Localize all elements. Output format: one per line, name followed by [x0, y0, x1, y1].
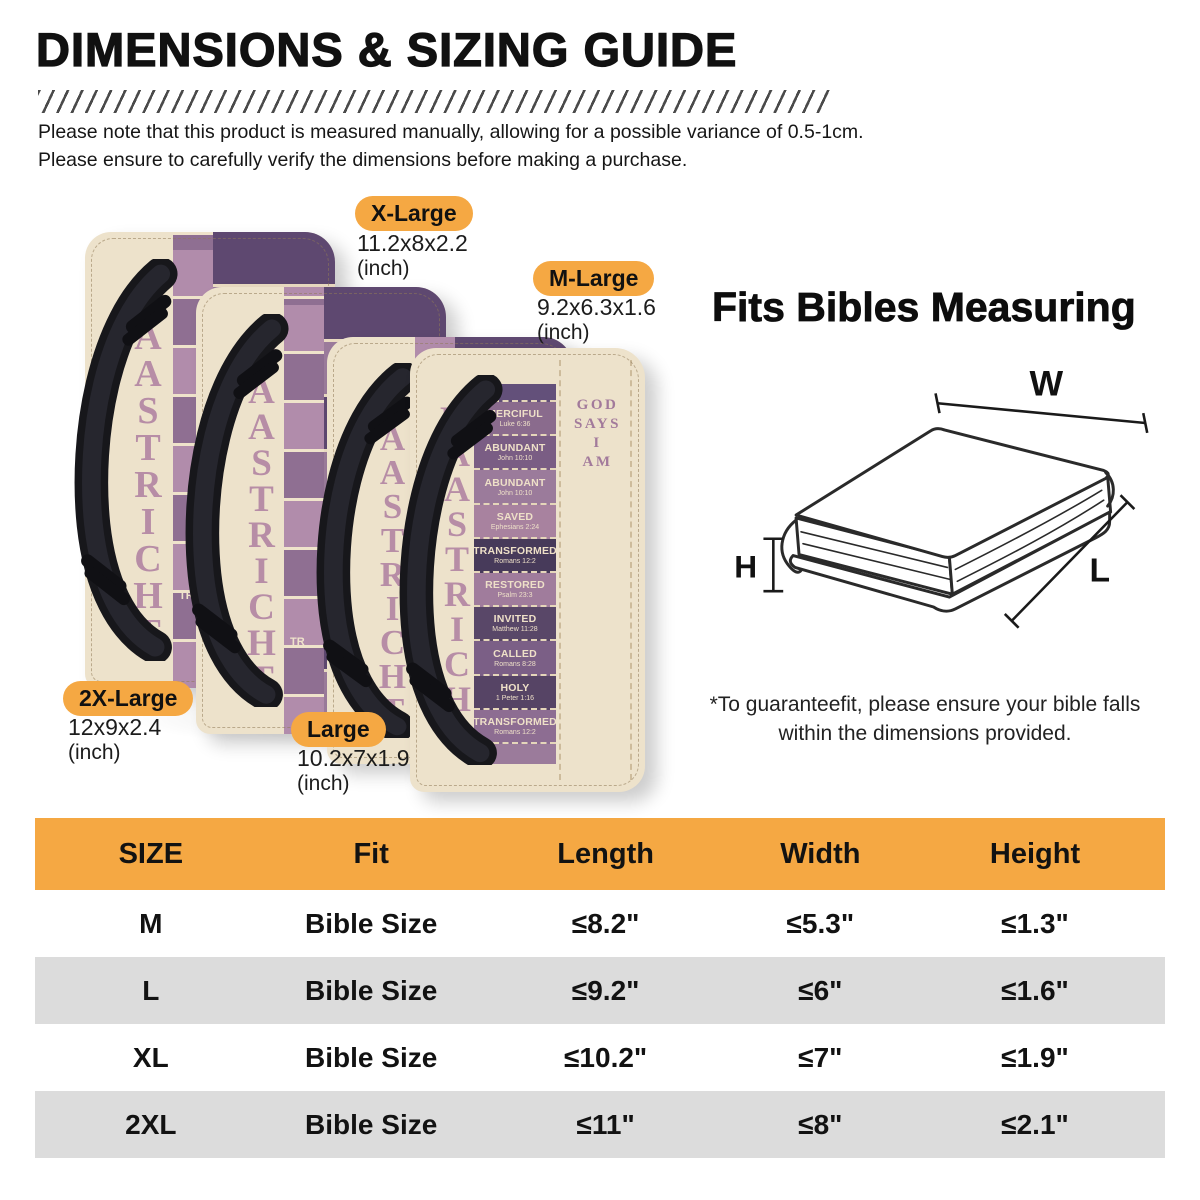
- table-row: M Bible Size ≤8.2" ≤5.3" ≤1.3": [35, 890, 1165, 957]
- cell-length: ≤11": [576, 1108, 635, 1140]
- scripture-band: SAVED Ephesians 2:24: [474, 504, 556, 539]
- scripture-band: INVITED Matthew 11:28: [474, 607, 556, 642]
- size-dims-large: 10.2x7x1.9: [297, 745, 410, 771]
- stitch-line: [630, 360, 632, 780]
- fits-heading: Fits Bibles Measuring: [712, 284, 1137, 331]
- measurement-notes: Please note that this product is measure…: [38, 118, 864, 174]
- cell-fit: Bible Size: [305, 907, 438, 939]
- pattern-column: [284, 287, 324, 734]
- table-row: 2XL Bible Size ≤11" ≤8" ≤2.1": [35, 1091, 1165, 1158]
- stitch-line: [559, 360, 561, 780]
- size-dims-2xlarge: 12x9x2.4: [68, 714, 162, 740]
- cell-size: 2XL: [125, 1108, 177, 1140]
- cell-fit: Bible Size: [305, 974, 438, 1006]
- cover-handle: [399, 374, 503, 766]
- cell-width: ≤6": [798, 974, 843, 1006]
- cell-width: ≤7": [798, 1041, 843, 1073]
- cell-height: ≤1.6": [1001, 974, 1069, 1006]
- scripture-band: ABUNDANT John 10:10: [474, 436, 556, 471]
- size-dims-xlarge: 11.2x8x2.2: [357, 230, 468, 256]
- table-row: XL Bible Size ≤10.2" ≤7" ≤1.9": [35, 1024, 1165, 1091]
- cell-height: ≤1.3": [1001, 907, 1069, 939]
- cell-height: ≤2.1": [1001, 1108, 1069, 1140]
- bible-cover-mlarge: MAASTRICHT MERCIFUL Luke 6:36 ABUNDANT J…: [399, 348, 645, 792]
- strip-text-fragment: TR: [179, 590, 194, 602]
- scripture-band: HOLY 1 Peter 1:16: [474, 675, 556, 710]
- scripture-band: TRANSFORMED Romans 12:2: [474, 538, 556, 574]
- book-diagram: W H L: [734, 363, 1149, 629]
- cell-fit: Bible Size: [305, 1041, 438, 1073]
- guarantee-note: *To guaranteefit, please ensure your bib…: [688, 690, 1162, 748]
- scripture-band: TRANSFORMED Romans 12:2: [474, 709, 556, 745]
- dimension-h-label: H: [734, 548, 757, 584]
- strip-text-fragment: TR: [290, 636, 305, 648]
- cover-brand-text: MAASTRICHT: [241, 334, 282, 695]
- note-line-2: Please ensure to carefully verify the di…: [38, 149, 688, 171]
- size-unit-xlarge: (inch): [357, 257, 410, 280]
- scripture-band: ABUNDANT John 10:10: [474, 470, 556, 505]
- hatch-divider: [38, 90, 830, 113]
- note-line-1: Please note that this product is measure…: [38, 121, 864, 143]
- col-header-length: Length: [557, 837, 654, 870]
- col-header-size: SIZE: [118, 837, 184, 870]
- cell-length: ≤10.2": [564, 1041, 648, 1073]
- table-header-row: SIZE Fit Length Width Height: [35, 818, 1165, 890]
- god-says-i-am-text: GOD SAYS I AM: [574, 397, 621, 470]
- table-row: L Bible Size ≤9.2" ≤6" ≤1.6": [35, 957, 1165, 1024]
- size-unit-mlarge: (inch): [537, 321, 590, 344]
- cell-fit: Bible Size: [305, 1108, 438, 1140]
- guarantee-note-line-2: within the dimensions provided.: [778, 722, 1072, 745]
- cell-size: XL: [132, 1041, 169, 1073]
- sizing-table: SIZE Fit Length Width Height M Bible Siz…: [35, 818, 1165, 1158]
- cell-size: M: [139, 907, 163, 939]
- cell-height: ≤1.9": [1001, 1041, 1069, 1073]
- size-badge-mlarge: M-Large: [533, 261, 655, 296]
- size-unit-2xlarge: (inch): [68, 741, 121, 764]
- dimension-l-label: L: [1089, 552, 1110, 589]
- size-dims-mlarge: 9.2x6.3x1.6: [537, 294, 656, 320]
- page-title: DIMENSIONS & SIZING GUIDE: [35, 22, 738, 76]
- scripture-band: RESTORED Psalm 23:3: [474, 573, 556, 608]
- size-badge-large: Large: [291, 712, 386, 747]
- cell-width: ≤8": [798, 1108, 843, 1140]
- size-badge-2xlarge: 2X-Large: [63, 681, 194, 716]
- cell-length: ≤8.2": [571, 907, 640, 939]
- col-header-width: Width: [780, 837, 861, 870]
- col-header-fit: Fit: [353, 837, 389, 870]
- guarantee-note-line-1: *To guaranteefit, please ensure your bib…: [709, 693, 1141, 716]
- col-header-height: Height: [989, 837, 1081, 870]
- dimension-w-label: W: [1030, 363, 1064, 403]
- cover-handle: [316, 362, 420, 739]
- scripture-band: CALLED Romans 8:28: [474, 641, 556, 676]
- cover-handle: [74, 259, 178, 661]
- size-badge-xlarge: X-Large: [355, 196, 473, 231]
- cell-length: ≤9.2": [571, 974, 640, 1006]
- cell-size: L: [142, 974, 160, 1006]
- cover-handle: [185, 313, 289, 708]
- cell-width: ≤5.3": [786, 907, 855, 939]
- size-unit-large: (inch): [297, 772, 350, 795]
